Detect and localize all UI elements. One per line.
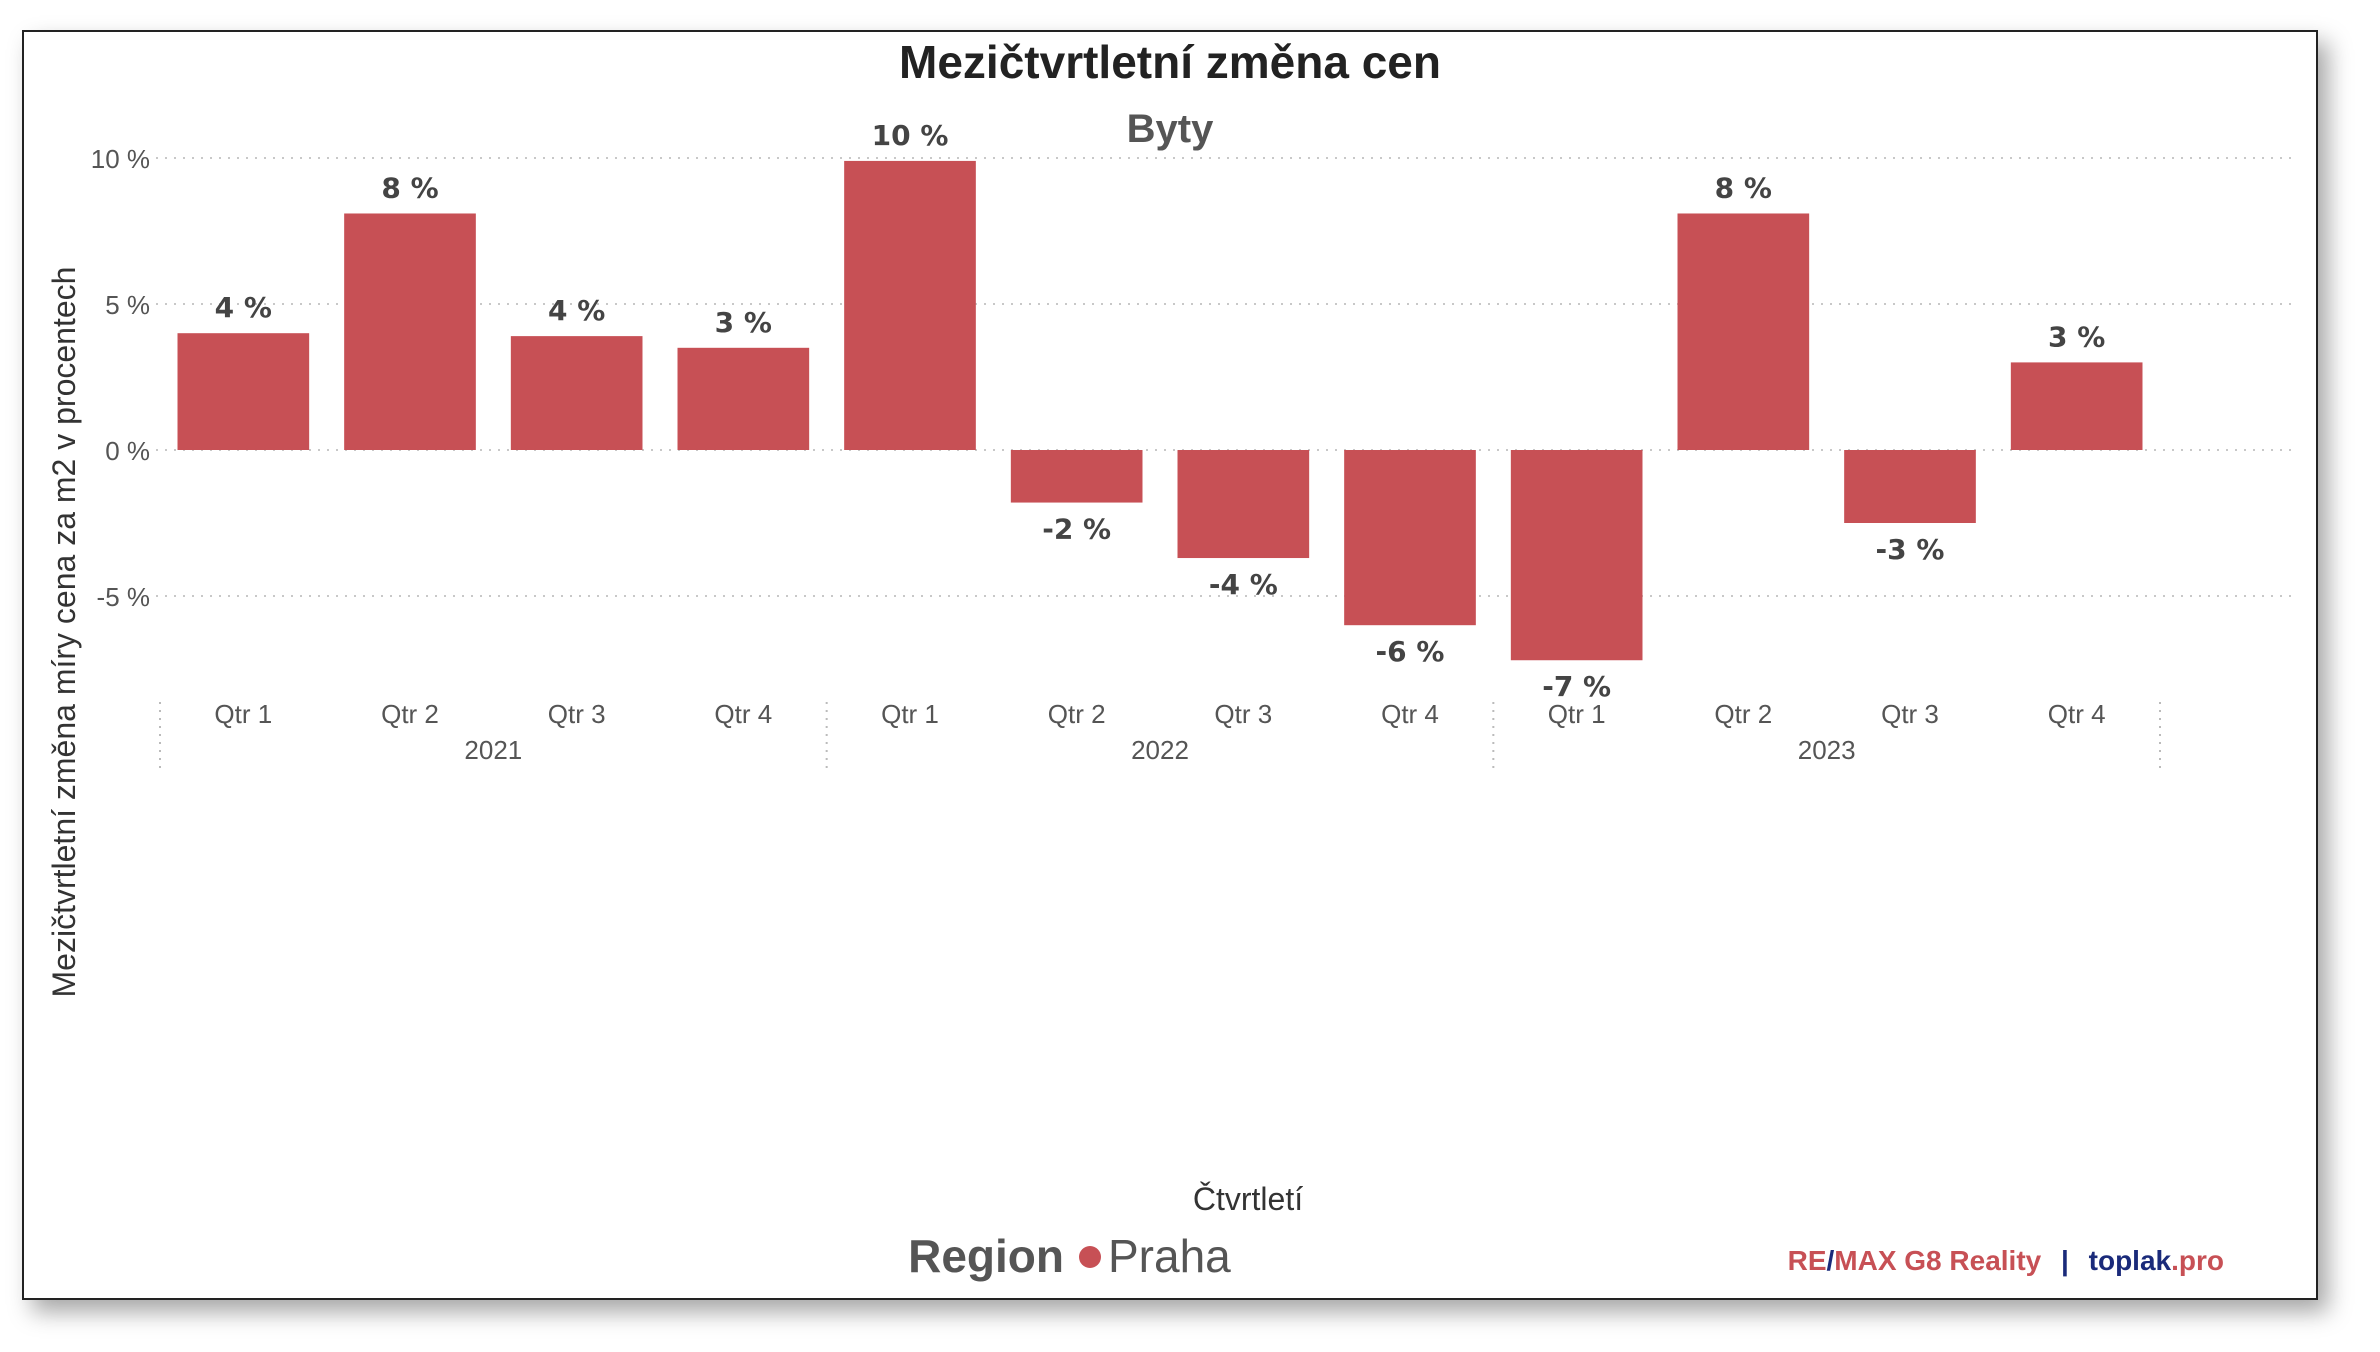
footer-branding: RE/MAX G8 Reality | toplak.pro [1788,1245,2224,1276]
x-tick-label: Qtr 2 [1048,699,1106,729]
data-label: 8 % [381,171,438,204]
data-label: 4 % [215,291,272,324]
y-tick-label: 5 % [105,290,150,320]
x-axis-ticks: Qtr 1 Qtr 2 Qtr 3 Qtr 4 Qtr 1 Qtr 2 Qtr 3 Qtr 4… [159,699,2161,774]
x-group-label: 2023 [1798,735,1856,765]
bar[interactable] [1510,450,1643,661]
x-tick-label: Qtr 2 [381,699,439,729]
bar[interactable] [177,333,310,450]
data-label: 10 % [872,119,949,152]
data-label: -2 % [1042,513,1111,546]
legend[interactable]: Region Praha [908,1230,1231,1282]
x-tick-label: Qtr 3 [548,699,606,729]
legend-entry-praha: Praha [1108,1230,1231,1282]
data-label: 3 % [2048,320,2105,353]
chart-subtitle: Byty [1127,107,1214,151]
data-label: 3 % [715,306,772,339]
x-tick-label: Qtr 4 [1381,699,1439,729]
site-name: toplak [2089,1245,2172,1276]
x-group-label: 2021 [464,735,522,765]
y-tick-label: 0 % [105,436,150,466]
data-label: -4 % [1209,568,1278,601]
y-tick-label: 10 % [91,144,150,174]
chart-canvas: Mezičtvrtletní změna cen Byty Mezičtvrtl… [46,36,2292,1282]
data-labels: 4 % 8 % 4 % 3 % 10 % -2 % -4 % -6 % -7 % 8 % -3 % 3… [215,119,2106,703]
bar[interactable] [844,160,976,451]
y-axis-title: Mezičtvrtletní změna míry cena za m2 v p… [46,267,82,998]
x-tick-label: Qtr 1 [1548,699,1606,729]
x-tick-label: Qtr 4 [714,699,772,729]
y-tick-label: -5 % [97,582,150,612]
site-tld: .pro [2171,1245,2224,1276]
bar[interactable] [510,336,643,450]
bar[interactable] [1677,213,1810,450]
chart-title: Mezičtvrtletní změna cen [899,36,1441,88]
x-tick-label: Qtr 4 [2048,699,2106,729]
x-tick-label: Qtr 1 [881,699,939,729]
data-label: -3 % [1876,533,1945,566]
data-label: -7 % [1542,670,1611,703]
bar[interactable] [2010,362,2143,450]
legend-marker-praha [1079,1246,1101,1268]
data-label: 4 % [548,294,605,327]
bar[interactable] [1010,450,1143,503]
chart-frame: Mezičtvrtletní změna cen Byty Mezičtvrtl… [22,30,2318,1300]
bars [177,160,2143,661]
x-tick-label: Qtr 2 [1714,699,1772,729]
x-axis-title: Čtvrtletí [1193,1181,1303,1217]
brand-slash: / [1827,1245,1835,1276]
footer-separator: | [2061,1245,2069,1276]
data-label: 8 % [1715,171,1772,204]
bar[interactable] [344,213,476,450]
x-tick-label: Qtr 1 [214,699,272,729]
bar[interactable] [1177,450,1310,559]
bar[interactable] [1344,450,1476,626]
brand-max: MAX G8 Reality [1834,1245,2041,1276]
x-group-label: 2022 [1131,735,1189,765]
legend-title: Region [908,1230,1064,1282]
data-label: -6 % [1376,635,1445,668]
bar[interactable] [1844,450,1976,523]
brand-re: RE [1788,1245,1827,1276]
x-tick-label: Qtr 3 [1214,699,1272,729]
y-axis-ticks: 10 % 5 % 0 % -5 % [91,144,150,612]
bar[interactable] [677,347,810,450]
x-tick-label: Qtr 3 [1881,699,1939,729]
